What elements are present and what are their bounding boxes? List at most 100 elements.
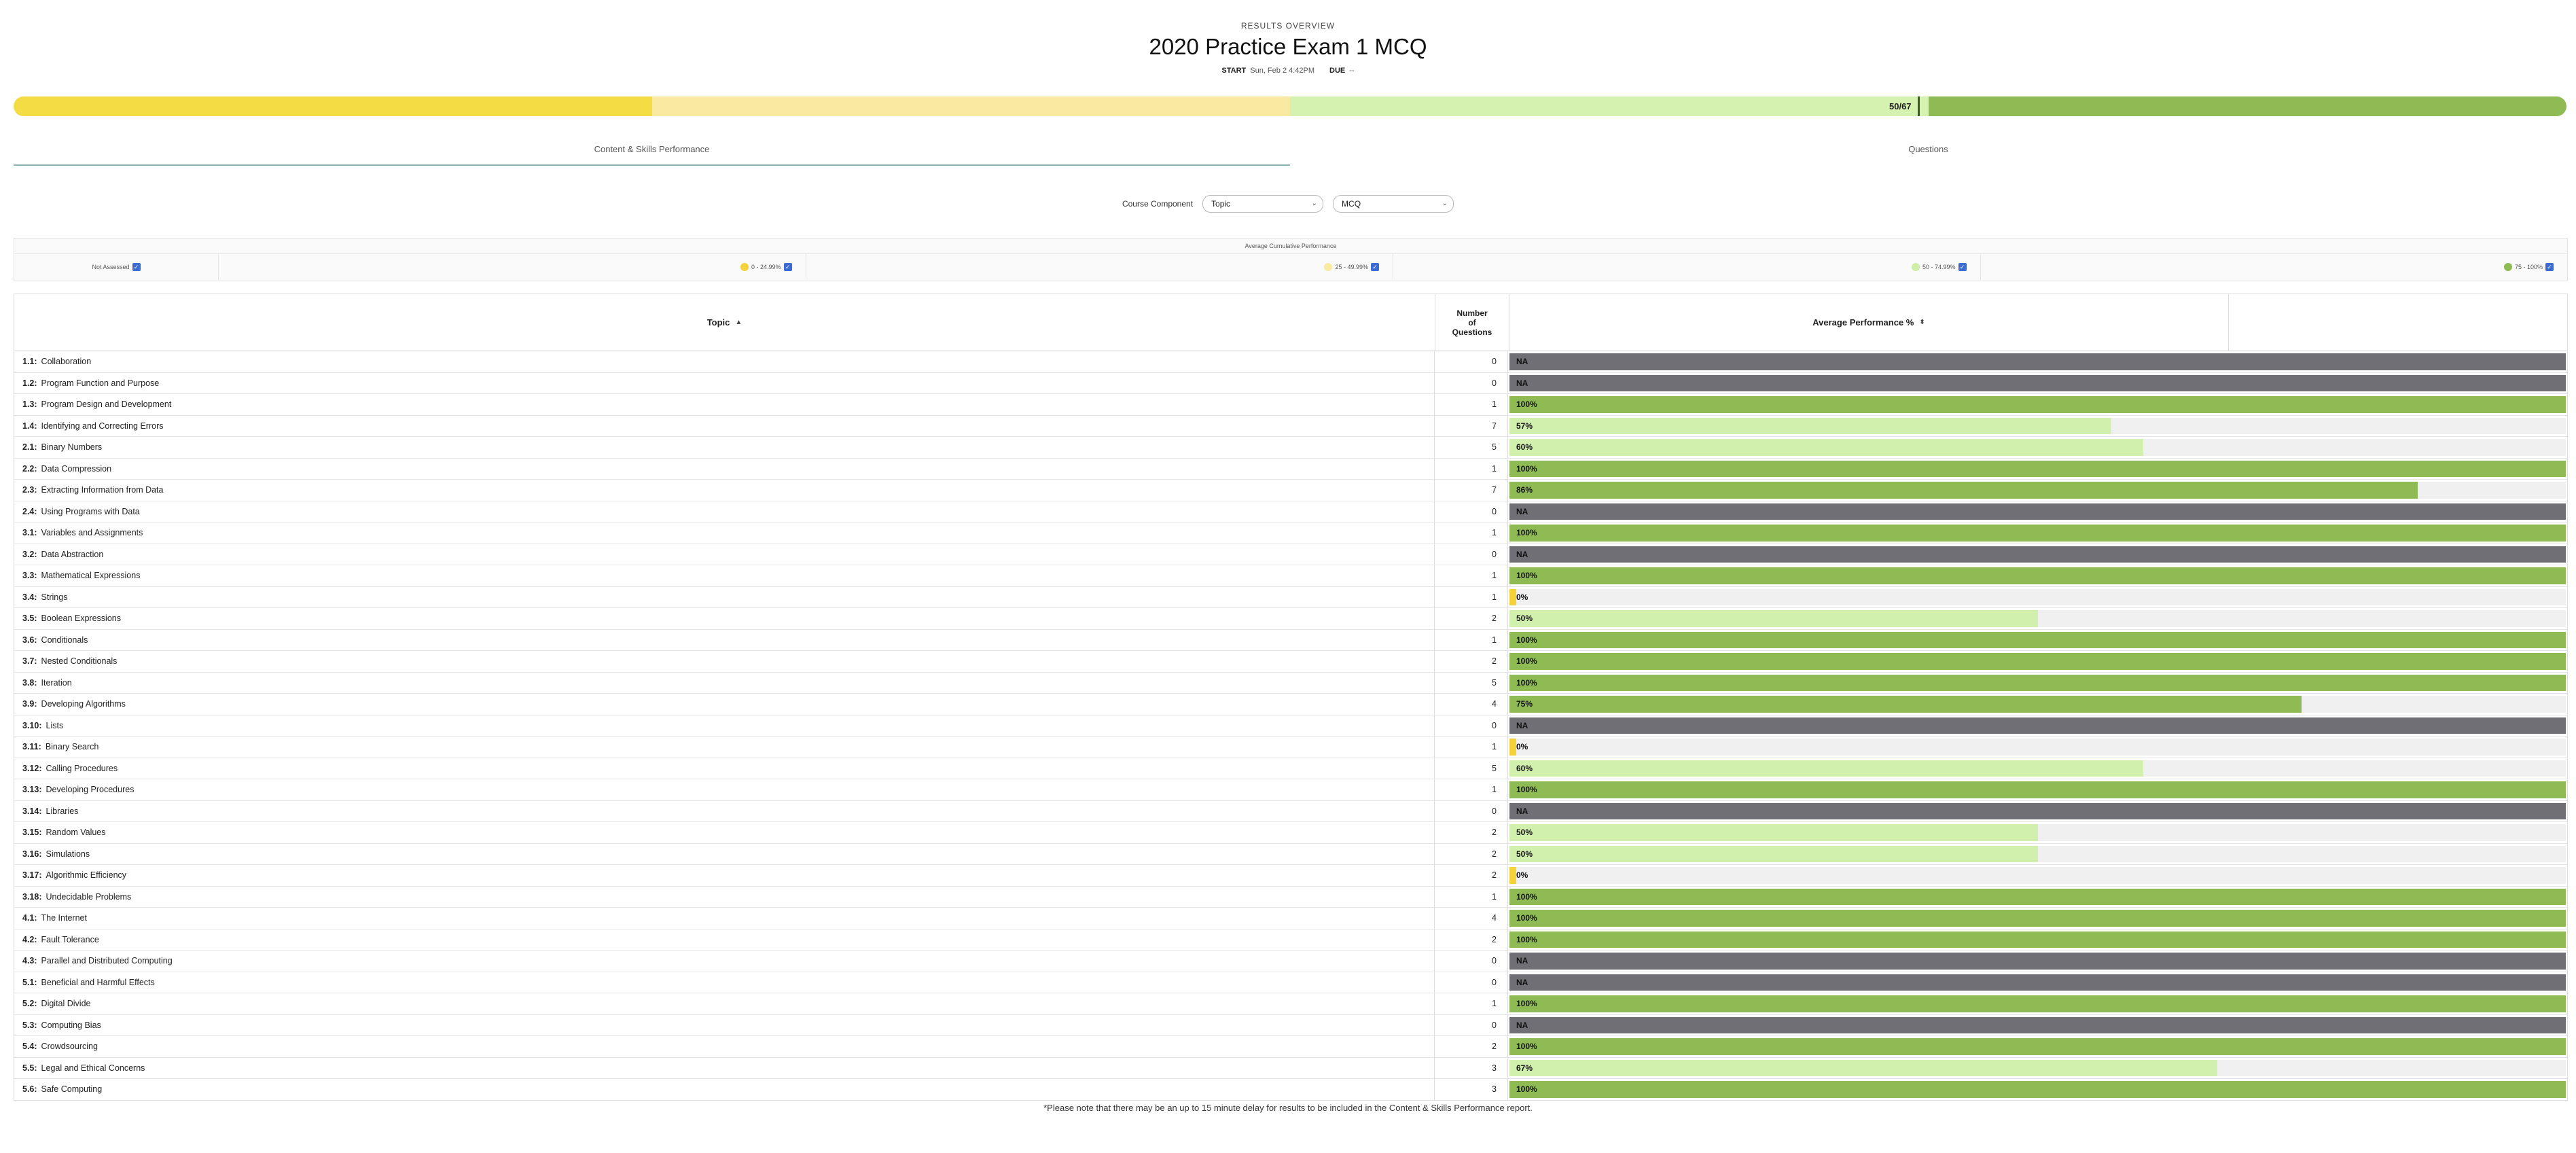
question-count: 2 <box>1435 608 1508 629</box>
performance-bar-fill <box>1509 460 2566 477</box>
table-row: 3.1: Variables and Assignments 1 100% <box>14 522 2567 544</box>
performance-label: NA <box>1516 956 1528 966</box>
question-count: 1 <box>1435 629 1508 650</box>
performance-cell: NA <box>1508 351 2567 372</box>
topic-code: 3.5: <box>22 614 37 624</box>
legend-band-0-25: 0 - 24.99% ✓ <box>219 254 806 280</box>
topic-cell: 1.1: Collaboration <box>14 351 1435 372</box>
topic-name: Simulations <box>46 849 90 859</box>
performance-bar-fill <box>1509 374 2566 391</box>
performance-cell: 100% <box>1508 651 2567 672</box>
performance-bar-track: NA <box>1509 353 2566 370</box>
performance-cell: NA <box>1508 801 2567 822</box>
performance-bar-fill <box>1509 824 2038 841</box>
topic-name: Conditionals <box>41 635 88 645</box>
performance-label: 0% <box>1516 592 1528 602</box>
score-label: 50/67 <box>1889 101 1912 111</box>
question-count: 4 <box>1435 694 1508 715</box>
performance-cell: 100% <box>1508 908 2567 929</box>
performance-bar-track: 100% <box>1509 1081 2566 1098</box>
overview-label: RESULTS OVERVIEW <box>1240 21 1336 31</box>
performance-label: 75% <box>1516 699 1533 709</box>
performance-bar-track: 100% <box>1509 460 2566 477</box>
performance-bar-fill <box>1509 802 2566 819</box>
question-count: 1 <box>1435 565 1508 586</box>
topic-name: Variables and Assignments <box>41 528 143 538</box>
performance-cell: NA <box>1508 544 2567 565</box>
progress-band-2 <box>651 96 1290 116</box>
table-row: 5.5: Legal and Ethical Concerns 3 67% <box>14 1057 2567 1079</box>
checkbox-icon[interactable]: ✓ <box>783 263 792 271</box>
performance-cell: 50% <box>1508 844 2567 865</box>
performance-label: 57% <box>1516 421 1533 431</box>
tab-content-skills[interactable]: Content & Skills Performance <box>14 136 1290 166</box>
topic-code: 3.6: <box>22 635 37 645</box>
start-label: START <box>1221 67 1247 75</box>
table-row: 3.8: Iteration 5 100% <box>14 672 2567 694</box>
table-row: 1.3: Program Design and Development 1 100% <box>14 394 2567 416</box>
topic-code: 2.3: <box>22 485 37 495</box>
performance-cell: 67% <box>1508 1058 2567 1079</box>
legend-dot-icon <box>1324 263 1333 271</box>
due-value: -- <box>1349 67 1355 75</box>
performance-bar-track: 50% <box>1509 845 2566 862</box>
topic-code: 3.1: <box>22 528 37 538</box>
table-row: 3.5: Boolean Expressions 2 50% <box>14 608 2567 630</box>
performance-legend: Average Cumulative Performance Not Asses… <box>14 238 2568 281</box>
checkbox-icon[interactable]: ✓ <box>1371 263 1379 271</box>
score-progress-bar: 50/67 <box>14 96 2566 116</box>
checkbox-icon[interactable]: ✓ <box>132 263 141 271</box>
perf-header-label: Average Performance % <box>1812 317 1914 327</box>
topic-cell: 3.15: Random Values <box>14 822 1435 843</box>
topic-cell: 3.5: Boolean Expressions <box>14 608 1435 629</box>
avg-performance-column-header[interactable]: Average Performance % ⬍ <box>1509 294 2229 351</box>
performance-bar-track: NA <box>1509 974 2566 991</box>
performance-bar-fill <box>1509 696 2302 713</box>
question-count: 0 <box>1435 972 1508 993</box>
chevron-down-icon: ⌄ <box>1442 200 1448 207</box>
topic-code: 3.8: <box>22 677 37 688</box>
performance-bar-track: 60% <box>1509 760 2566 777</box>
table-row: 3.7: Nested Conditionals 2 100% <box>14 651 2567 673</box>
topic-select[interactable]: Topic ⌄ <box>1202 195 1324 213</box>
topic-code: 1.3: <box>22 400 37 410</box>
table-row: 4.2: Fault Tolerance 2 100% <box>14 929 2567 951</box>
performance-bar-track: NA <box>1509 374 2566 391</box>
table-row: 3.18: Undecidable Problems 1 100% <box>14 886 2567 908</box>
topic-name: Undecidable Problems <box>46 891 132 902</box>
tab-questions[interactable]: Questions <box>1908 144 1948 154</box>
performance-label: 100% <box>1516 891 1537 902</box>
checkbox-icon[interactable]: ✓ <box>1958 263 1967 271</box>
topic-name: Program Design and Development <box>41 400 172 410</box>
table-row: 3.15: Random Values 2 50% <box>14 822 2567 844</box>
performance-label: 100% <box>1516 571 1537 581</box>
performance-label: 100% <box>1516 1084 1537 1095</box>
topic-column-header[interactable]: Topic ▲ <box>14 294 1435 351</box>
performance-bar-fill <box>1509 439 2143 456</box>
type-select[interactable]: MCQ ⌄ <box>1333 195 1454 213</box>
performance-cell: NA <box>1508 373 2567 394</box>
table-row: 3.17: Algorithmic Efficiency 2 0% <box>14 865 2567 887</box>
performance-cell: NA <box>1508 972 2567 993</box>
checkbox-icon[interactable]: ✓ <box>2545 263 2554 271</box>
table-row: 1.1: Collaboration 0 NA <box>14 351 2567 373</box>
topic-select-value: Topic <box>1211 199 1231 209</box>
performance-bar-track: NA <box>1509 953 2566 970</box>
table-row: 2.4: Using Programs with Data 0 NA <box>14 501 2567 522</box>
topic-cell: 3.9: Developing Algorithms <box>14 694 1435 715</box>
question-count: 1 <box>1435 394 1508 415</box>
topic-cell: 2.4: Using Programs with Data <box>14 501 1435 522</box>
topic-name: Calling Procedures <box>46 763 118 773</box>
table-row: 3.13: Developing Procedures 1 100% <box>14 779 2567 801</box>
topic-name: Digital Divide <box>41 999 91 1009</box>
table-row: 3.6: Conditionals 1 100% <box>14 629 2567 651</box>
topic-code: 3.7: <box>22 656 37 667</box>
exam-dates: START Sun, Feb 2 4:42PM DUE -- <box>0 67 2576 75</box>
performance-label: 50% <box>1516 828 1533 838</box>
legend-title: Average Cumulative Performance <box>14 238 2567 254</box>
performance-label: 60% <box>1516 442 1533 453</box>
num-header-line2: of <box>1468 317 1476 327</box>
num-questions-column-header: Number of Questions <box>1435 294 1509 351</box>
performance-bar-track: 100% <box>1509 653 2566 670</box>
performance-label: NA <box>1516 357 1528 367</box>
